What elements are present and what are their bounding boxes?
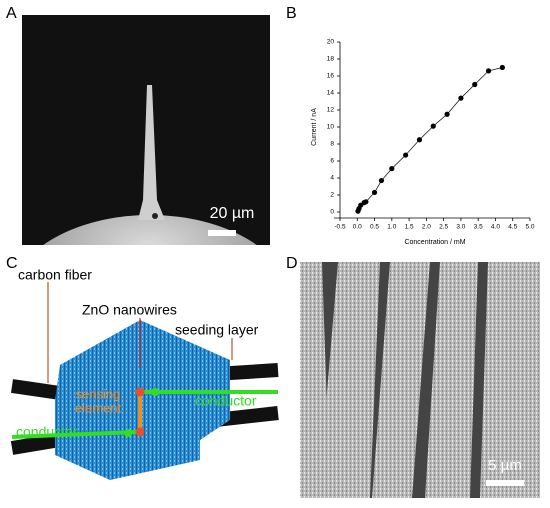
diagram-c — [10, 282, 279, 480]
label-conductor: conductor — [16, 424, 78, 440]
label-sensing-element: sensing — [76, 386, 121, 401]
data-point — [403, 152, 409, 158]
x-tick-label: 5.0 — [525, 224, 534, 231]
data-point — [444, 111, 450, 117]
data-point — [430, 123, 436, 129]
data-point — [472, 81, 478, 88]
data-point — [416, 137, 423, 143]
x-tick-label: 0.0 — [353, 224, 362, 231]
scale-bar — [486, 480, 524, 486]
chart: Concentration / mM Current / nA 0 2 4 6 8 10 1… — [311, 39, 535, 246]
scale-bar — [208, 230, 236, 236]
x-tick-label: 0.5 — [370, 224, 379, 231]
y-tick-label: 6 — [330, 158, 334, 165]
label-conductor: conductor — [195, 393, 257, 409]
data-point — [458, 95, 464, 101]
x-axis-label: Concentration / mM — [404, 239, 465, 246]
y-tick-label: 10 — [327, 124, 335, 131]
panel-label: C — [6, 255, 18, 272]
data-point — [378, 177, 385, 184]
panel-label: D — [286, 255, 298, 272]
y-axis-label: Current / nA — [311, 108, 318, 146]
y-tick-label: 16 — [327, 73, 335, 80]
x-tick-label: -0.5 — [334, 224, 346, 231]
x-tick-label: 3.5 — [474, 224, 483, 231]
data-point — [389, 166, 395, 172]
sem-image-a — [22, 15, 270, 245]
x-tick-label: 1.0 — [387, 224, 396, 231]
y-tick-label: 20 — [327, 39, 335, 46]
x-tick-label: 2.5 — [439, 224, 448, 231]
scale-bar-label: 20 µm — [210, 205, 255, 222]
label-carbon-fiber: carbon fiber — [18, 267, 92, 283]
label-sensing-element: element — [75, 400, 122, 415]
y-tick-label: 2 — [330, 192, 334, 199]
data-line — [357, 67, 503, 212]
y-tick-label: 12 — [327, 107, 335, 114]
label-seeding-layer: seeding layer — [175, 322, 259, 338]
data-point — [363, 199, 369, 205]
data-point — [485, 68, 492, 74]
x-tick-label: 4.5 — [508, 224, 517, 231]
x-tick-label: 2.0 — [422, 224, 431, 231]
y-tick-label: 18 — [327, 56, 335, 63]
scale-bar-label: 5 µm — [488, 457, 522, 474]
panel-label: A — [6, 5, 17, 22]
y-tick-label: 0 — [330, 209, 334, 216]
y-tick-label: 4 — [330, 175, 334, 182]
x-tick-label: 4.0 — [491, 224, 500, 231]
label-zno-nanowires: ZnO nanowires — [82, 302, 177, 318]
y-tick-label: 14 — [327, 90, 335, 97]
y-tick-label: 8 — [330, 141, 334, 148]
panel-label: B — [286, 5, 297, 22]
data-point — [371, 189, 378, 196]
data-point — [499, 64, 505, 71]
x-tick-label: 1.5 — [405, 224, 414, 231]
x-tick-label: 3.0 — [456, 224, 465, 231]
sem-image-d — [300, 262, 540, 498]
